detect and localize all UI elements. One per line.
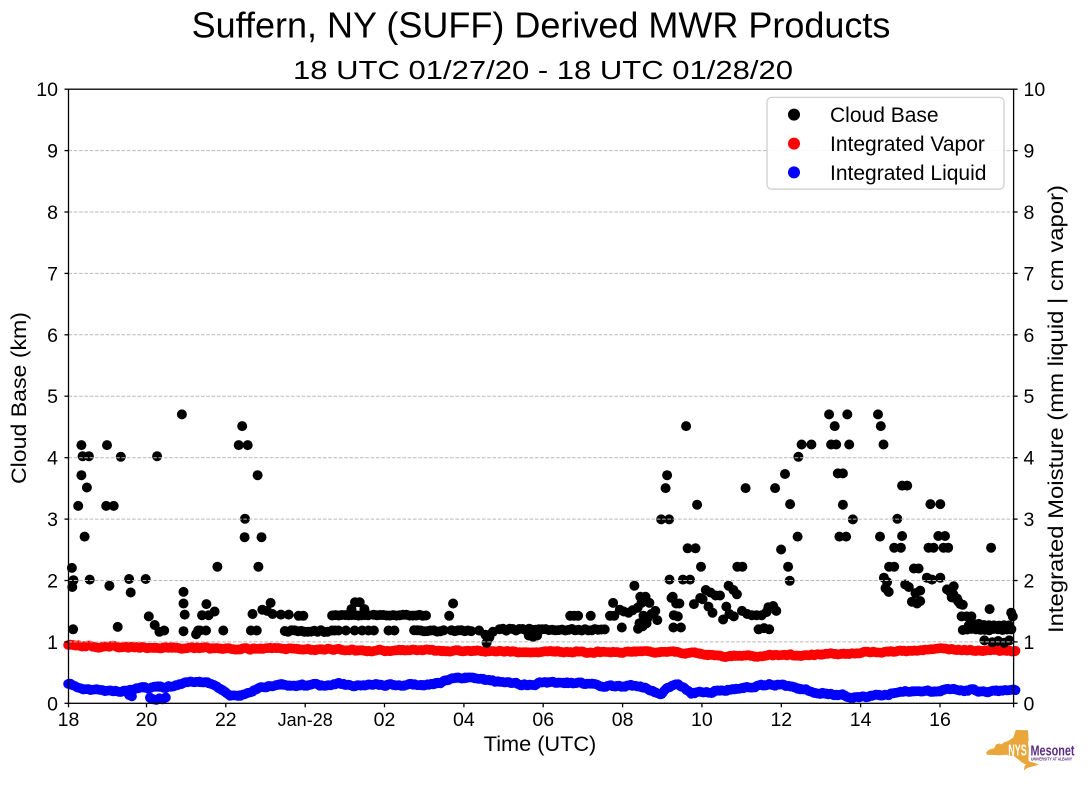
svg-text:Jan-28: Jan-28 bbox=[278, 710, 333, 730]
svg-text:6: 6 bbox=[47, 325, 58, 347]
svg-text:5: 5 bbox=[47, 386, 58, 408]
svg-text:0: 0 bbox=[47, 693, 58, 715]
svg-text:06: 06 bbox=[532, 709, 554, 731]
svg-text:Integrated Vapor: Integrated Vapor bbox=[830, 133, 985, 156]
svg-text:8: 8 bbox=[47, 202, 58, 224]
svg-text:NYS: NYS bbox=[1008, 742, 1027, 759]
svg-text:3: 3 bbox=[47, 509, 58, 531]
svg-text:2: 2 bbox=[1024, 571, 1035, 593]
svg-text:04: 04 bbox=[453, 709, 475, 731]
svg-text:10: 10 bbox=[1024, 79, 1046, 101]
svg-text:12: 12 bbox=[770, 709, 792, 731]
svg-text:0: 0 bbox=[1024, 693, 1035, 715]
svg-text:1: 1 bbox=[1024, 632, 1035, 654]
svg-text:9: 9 bbox=[1024, 141, 1035, 163]
svg-text:10: 10 bbox=[691, 709, 713, 731]
svg-text:22: 22 bbox=[215, 709, 237, 731]
svg-text:Suffern, NY (SUFF) Derived MWR: Suffern, NY (SUFF) Derived MWR Products bbox=[192, 5, 891, 46]
svg-text:Time (UTC): Time (UTC) bbox=[484, 731, 596, 756]
svg-text:2: 2 bbox=[47, 571, 58, 593]
svg-text:Cloud Base (km): Cloud Base (km) bbox=[6, 312, 31, 484]
svg-text:02: 02 bbox=[374, 709, 396, 731]
svg-text:18: 18 bbox=[58, 709, 80, 731]
svg-text:Cloud Base: Cloud Base bbox=[830, 104, 939, 127]
svg-text:9: 9 bbox=[47, 141, 58, 163]
svg-text:5: 5 bbox=[1024, 386, 1035, 408]
svg-text:Integrated Liquid: Integrated Liquid bbox=[830, 162, 986, 185]
svg-text:3: 3 bbox=[1024, 509, 1035, 531]
svg-text:Mesonet: Mesonet bbox=[1031, 742, 1075, 759]
svg-text:14: 14 bbox=[850, 709, 872, 731]
svg-text:4: 4 bbox=[47, 448, 58, 470]
svg-text:08: 08 bbox=[612, 709, 634, 731]
svg-text:10: 10 bbox=[36, 79, 58, 101]
svg-text:16: 16 bbox=[929, 709, 951, 731]
svg-text:Integrated Moisture (mm liquid: Integrated Moisture (mm liquid | cm vapo… bbox=[1043, 185, 1068, 633]
svg-text:6: 6 bbox=[1024, 325, 1035, 347]
svg-text:UNIVERSITY AT ALBANY: UNIVERSITY AT ALBANY bbox=[1031, 756, 1072, 761]
svg-text:18 UTC 01/27/20 - 18 UTC 01/28: 18 UTC 01/27/20 - 18 UTC 01/28/20 bbox=[293, 55, 793, 85]
svg-text:20: 20 bbox=[136, 709, 158, 731]
svg-text:1: 1 bbox=[47, 632, 58, 654]
svg-text:8: 8 bbox=[1024, 202, 1035, 224]
svg-text:7: 7 bbox=[47, 263, 58, 285]
svg-text:4: 4 bbox=[1024, 448, 1035, 470]
svg-text:7: 7 bbox=[1024, 263, 1035, 285]
